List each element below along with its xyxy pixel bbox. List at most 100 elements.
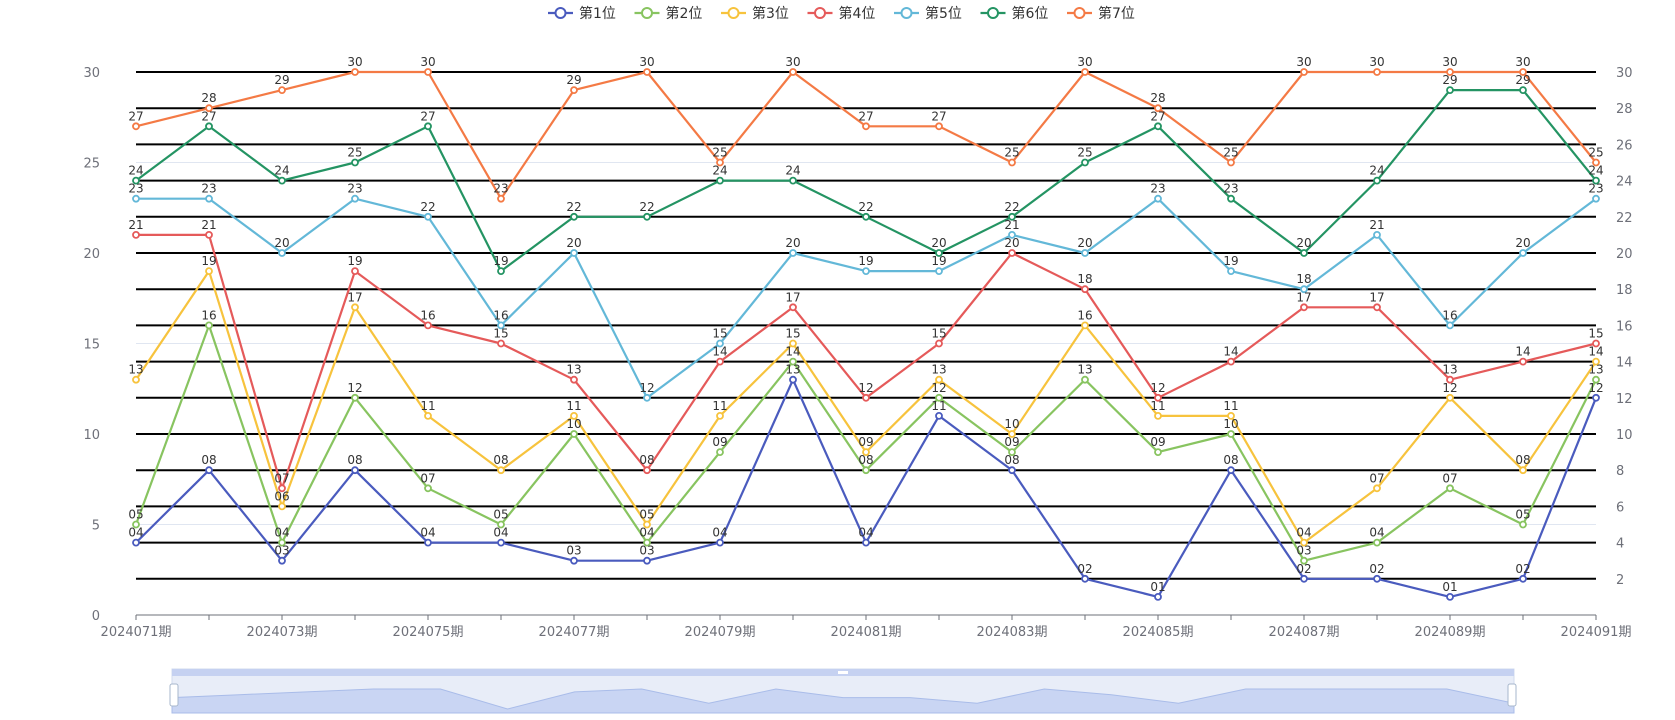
legend[interactable]: 第1位 第2位 第3位 第4位 第5位 第6位 第7位 <box>548 5 1135 22</box>
data-point[interactable] <box>1519 357 1527 366</box>
data-point[interactable] <box>716 538 724 547</box>
data-point[interactable] <box>132 176 140 185</box>
legend-item-4[interactable]: 第4位 <box>807 5 876 22</box>
data-point[interactable] <box>1446 86 1454 94</box>
legend-item-2[interactable]: 第2位 <box>634 5 703 22</box>
data-point[interactable] <box>497 267 505 276</box>
data-point[interactable] <box>351 158 359 167</box>
data-point[interactable] <box>351 303 359 312</box>
data-point[interactable] <box>132 194 140 203</box>
data-point[interactable] <box>789 339 797 348</box>
data-point[interactable] <box>1081 68 1089 76</box>
data-point[interactable] <box>351 68 359 76</box>
data-point[interactable] <box>1227 466 1235 475</box>
data-point[interactable] <box>1446 68 1454 76</box>
data-point[interactable] <box>789 68 797 76</box>
data-point[interactable] <box>1373 176 1381 185</box>
data-point[interactable] <box>278 484 286 493</box>
data-point[interactable] <box>570 212 578 221</box>
data-point[interactable] <box>278 538 286 547</box>
data-point[interactable] <box>132 230 140 239</box>
data-point[interactable] <box>1592 158 1600 167</box>
data-point[interactable] <box>205 466 213 475</box>
data-point[interactable] <box>278 249 286 257</box>
data-point[interactable] <box>789 303 797 312</box>
data-point[interactable] <box>935 375 943 384</box>
data-point[interactable] <box>1592 339 1600 348</box>
data-point[interactable] <box>1300 303 1308 312</box>
data-point[interactable] <box>789 176 797 185</box>
data-point[interactable] <box>1154 104 1162 113</box>
data-point[interactable] <box>1227 158 1235 167</box>
data-point[interactable] <box>1227 411 1235 420</box>
legend-item-6[interactable]: 第6位 <box>980 5 1049 22</box>
data-point[interactable] <box>1592 176 1600 185</box>
data-zoom-slider[interactable] <box>169 668 1517 714</box>
data-point[interactable] <box>1081 321 1089 330</box>
data-point[interactable] <box>643 68 651 76</box>
data-point[interactable] <box>1373 574 1381 583</box>
data-point[interactable] <box>643 538 651 547</box>
data-point[interactable] <box>1154 393 1162 402</box>
data-point[interactable] <box>1008 230 1016 239</box>
data-point[interactable] <box>1008 249 1016 257</box>
data-point[interactable] <box>1300 285 1308 294</box>
data-point[interactable] <box>789 375 797 384</box>
data-point[interactable] <box>1592 357 1600 366</box>
data-point[interactable] <box>789 249 797 257</box>
data-point[interactable] <box>570 249 578 257</box>
data-point[interactable] <box>278 502 286 511</box>
data-point[interactable] <box>643 466 651 475</box>
data-point[interactable] <box>278 176 286 185</box>
data-point[interactable] <box>424 122 432 131</box>
data-point[interactable] <box>351 466 359 475</box>
data-point[interactable] <box>1154 593 1162 601</box>
data-point[interactable] <box>1592 393 1600 402</box>
data-point[interactable] <box>132 520 140 529</box>
data-point[interactable] <box>1008 448 1016 457</box>
data-point[interactable] <box>205 122 213 131</box>
data-point[interactable] <box>1446 593 1454 601</box>
data-point[interactable] <box>1373 230 1381 239</box>
data-point[interactable] <box>424 484 432 493</box>
data-point[interactable] <box>1592 375 1600 384</box>
data-point[interactable] <box>1446 375 1454 384</box>
data-point[interactable] <box>862 122 870 131</box>
data-point[interactable] <box>205 194 213 203</box>
data-point[interactable] <box>862 393 870 402</box>
data-point[interactable] <box>205 267 213 276</box>
data-point[interactable] <box>1008 212 1016 221</box>
data-point[interactable] <box>424 68 432 76</box>
data-point[interactable] <box>1154 122 1162 131</box>
data-point[interactable] <box>643 520 651 529</box>
data-point[interactable] <box>497 321 505 330</box>
data-point[interactable] <box>570 556 578 565</box>
data-point[interactable] <box>1373 538 1381 547</box>
data-point[interactable] <box>424 411 432 420</box>
data-point[interactable] <box>716 339 724 348</box>
data-point[interactable] <box>1227 430 1235 438</box>
data-point[interactable] <box>1008 466 1016 475</box>
data-point[interactable] <box>497 339 505 348</box>
data-point[interactable] <box>935 411 943 420</box>
data-point[interactable] <box>1154 411 1162 420</box>
data-point[interactable] <box>351 194 359 203</box>
data-point[interactable] <box>1300 68 1308 76</box>
data-point[interactable] <box>862 538 870 547</box>
data-point[interactable] <box>1227 194 1235 203</box>
data-point[interactable] <box>1081 574 1089 583</box>
data-point[interactable] <box>132 538 140 547</box>
legend-item-5[interactable]: 第5位 <box>894 5 962 22</box>
data-point[interactable] <box>570 411 578 420</box>
data-point[interactable] <box>1373 303 1381 312</box>
data-point[interactable] <box>278 556 286 565</box>
data-point[interactable] <box>1081 158 1089 167</box>
data-point[interactable] <box>935 122 943 131</box>
legend-item-7[interactable]: 第7位 <box>1067 5 1135 22</box>
data-point[interactable] <box>716 411 724 420</box>
data-point[interactable] <box>424 538 432 547</box>
data-point[interactable] <box>862 267 870 276</box>
data-point[interactable] <box>132 375 140 384</box>
data-point[interactable] <box>205 230 213 239</box>
data-point[interactable] <box>1081 285 1089 294</box>
